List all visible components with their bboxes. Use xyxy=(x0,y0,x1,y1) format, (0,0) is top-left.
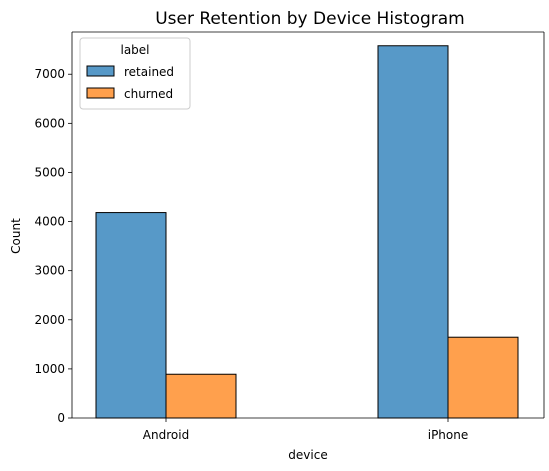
y-tick-label: 7000 xyxy=(34,67,65,81)
y-axis-label: Count xyxy=(9,218,23,254)
bar-retained-android xyxy=(95,212,167,419)
y-tick-label: 1000 xyxy=(34,362,65,376)
y-tick-label: 2000 xyxy=(34,313,65,327)
legend: label retained churned xyxy=(79,37,191,110)
y-tick-label: 5000 xyxy=(34,165,65,179)
chart-title: User Retention by Device Histogram xyxy=(155,9,465,29)
legend-label-retained: retained xyxy=(124,65,174,79)
x-axis-label: device xyxy=(288,448,327,462)
x-tick-label: iPhone xyxy=(428,428,469,442)
x-tick-label: Android xyxy=(143,428,189,442)
y-tick-label: 6000 xyxy=(34,116,65,130)
legend-label-churned: churned xyxy=(124,87,173,101)
bar-retained-iphone xyxy=(377,45,449,419)
bar-churned-iphone xyxy=(447,336,519,419)
y-tick-label: 4000 xyxy=(34,215,65,229)
bar-churned-android xyxy=(165,373,237,419)
y-tick-label: 3000 xyxy=(34,264,65,278)
legend-swatch-churned xyxy=(86,87,115,99)
legend-swatch-retained xyxy=(86,65,115,77)
plot-area: 0 1000 2000 3000 4000 5000 6000 7000 Android iPho… xyxy=(34,31,545,442)
legend-title: label xyxy=(120,43,149,57)
y-tick-label: 0 xyxy=(57,411,65,425)
